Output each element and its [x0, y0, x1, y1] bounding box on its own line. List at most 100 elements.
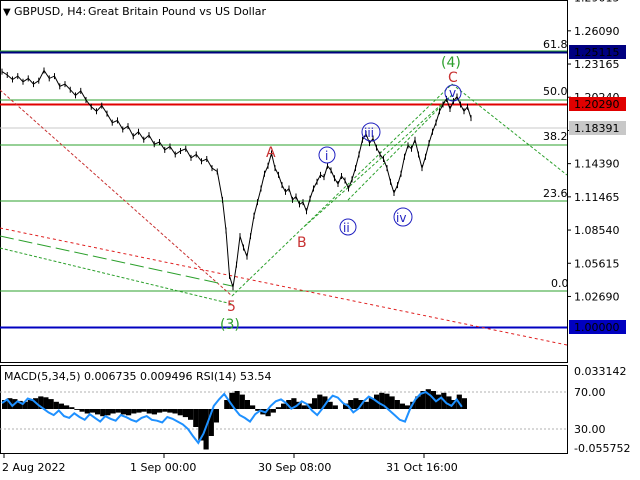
- price-tick-label: 1.11465: [574, 191, 620, 204]
- macd-bar: [291, 398, 297, 409]
- macd-bar: [425, 389, 431, 409]
- macd-bar: [151, 409, 157, 415]
- macd-bar: [229, 392, 235, 409]
- macd-bar: [162, 409, 168, 412]
- macd-bar: [58, 403, 64, 409]
- macd-bar: [430, 391, 436, 409]
- wave-label-v: v: [449, 86, 456, 100]
- macd-bar: [270, 409, 276, 413]
- macd-bar: [301, 405, 307, 409]
- macd-bar: [38, 396, 44, 409]
- macd-bar: [451, 400, 457, 409]
- price-tick-label: 1.29015: [574, 0, 620, 5]
- tag-100000: [569, 320, 626, 334]
- macd-bar: [265, 409, 271, 417]
- macd-bar: [415, 396, 421, 409]
- macd-bar: [399, 403, 405, 409]
- macd-bar: [157, 409, 163, 413]
- macd-bar: [115, 409, 121, 413]
- macd-bar: [2, 400, 8, 409]
- macd-bar: [188, 409, 194, 420]
- macd-bar: [177, 409, 183, 416]
- macd-bar: [27, 400, 33, 409]
- wave-circle-ii: [339, 218, 357, 236]
- price-tick-label: 1.08540: [574, 224, 620, 237]
- macd-bar: [255, 409, 261, 411]
- price-tick-label: 1.23165: [574, 58, 620, 71]
- macd-bar: [322, 396, 328, 409]
- tag-118391-text: 1.18391: [574, 122, 620, 135]
- macd-histogram: [2, 389, 467, 450]
- macd-bar: [384, 393, 390, 409]
- triangle-icon: ▼: [3, 7, 11, 18]
- wave-label-ii: ii: [343, 221, 350, 235]
- date-tick-3: 31 Oct 16:00: [386, 461, 458, 474]
- tag-125115-text: 1.25115: [574, 46, 620, 59]
- fib-label-236: 23.6: [543, 187, 568, 200]
- date-tick-1: 1 Sep 00:00: [130, 461, 196, 474]
- macd-bar: [436, 394, 442, 409]
- macd-bar: [17, 400, 23, 409]
- wave-label-i: i: [325, 149, 328, 163]
- macd-bar: [327, 401, 333, 409]
- macd-bar: [275, 407, 281, 409]
- indicator-panel-frame: [0, 365, 568, 454]
- macd-bar: [389, 396, 395, 409]
- wave-label-a: A: [266, 145, 276, 161]
- macd-bar: [43, 397, 49, 409]
- macd-bar: [69, 407, 75, 409]
- macd-bar: [446, 396, 452, 409]
- level-tags: 1.25115 1.20290 1.18391 1.00000: [569, 45, 626, 334]
- macd-bar: [343, 403, 349, 409]
- wave-label-4: (4): [441, 55, 461, 71]
- price-tick-label: 1.05615: [574, 257, 620, 270]
- tag-120290-text: 1.20290: [574, 98, 620, 111]
- macd-bar: [317, 394, 323, 409]
- ind-tick-3: -0.055752: [574, 442, 630, 455]
- macd-bar: [394, 400, 400, 409]
- wave-label-iii: iii: [364, 126, 374, 140]
- date-tick-2: 30 Sep 08:00: [258, 461, 331, 474]
- macd-bar: [193, 409, 199, 427]
- macd-bar: [53, 401, 59, 409]
- wave-label-c: C: [448, 70, 458, 86]
- rsi-polyline: [1, 390, 463, 445]
- macd-bar: [182, 409, 188, 418]
- macd-bar: [368, 398, 374, 409]
- symbol-description: Great Britain Pound vs US Dollar: [88, 5, 267, 18]
- macd-bar: [353, 398, 359, 409]
- price-series: [1, 67, 472, 291]
- wave-circle-i: [318, 146, 336, 164]
- macd-bar: [110, 409, 116, 414]
- wave-label-5: 5: [227, 299, 236, 315]
- ind-tick-2: 30.00: [574, 423, 606, 436]
- macd-bar: [312, 398, 318, 409]
- date-axis: 2 Aug 2022 1 Sep 00:00 30 Sep 08:00 31 O…: [2, 454, 458, 474]
- wave-circle-iii: [361, 122, 381, 142]
- tag-100000-text: 1.00000: [574, 321, 620, 334]
- header: ▼ GBPUSD, H4: Great Britain Pound vs US …: [3, 5, 267, 18]
- wave-label-b: B: [297, 235, 307, 251]
- wave-circle-iv: [393, 207, 413, 227]
- macd-bar: [136, 409, 142, 413]
- macd-bar: [244, 400, 250, 409]
- trend-lines: [0, 83, 568, 346]
- macd-bar: [95, 409, 101, 415]
- macd-bar: [332, 405, 338, 409]
- tag-118391: [569, 121, 626, 135]
- macd-bar: [224, 400, 230, 409]
- macd-bar: [120, 409, 126, 415]
- ind-tick-1: 70.00: [574, 386, 606, 399]
- main-panel-frame: [0, 0, 568, 363]
- macd-bar: [79, 409, 85, 412]
- macd-bar: [198, 409, 204, 441]
- tag-125115: [569, 45, 626, 59]
- macd-bar: [172, 409, 178, 414]
- wave-circle-v: [444, 84, 462, 102]
- macd-bar: [461, 398, 467, 409]
- macd-bar: [74, 409, 80, 410]
- macd-bar: [234, 391, 240, 409]
- macd-bar: [379, 392, 385, 409]
- fibonacci-levels: 61.8 50.0 38.2 23.6 0.0: [0, 38, 569, 292]
